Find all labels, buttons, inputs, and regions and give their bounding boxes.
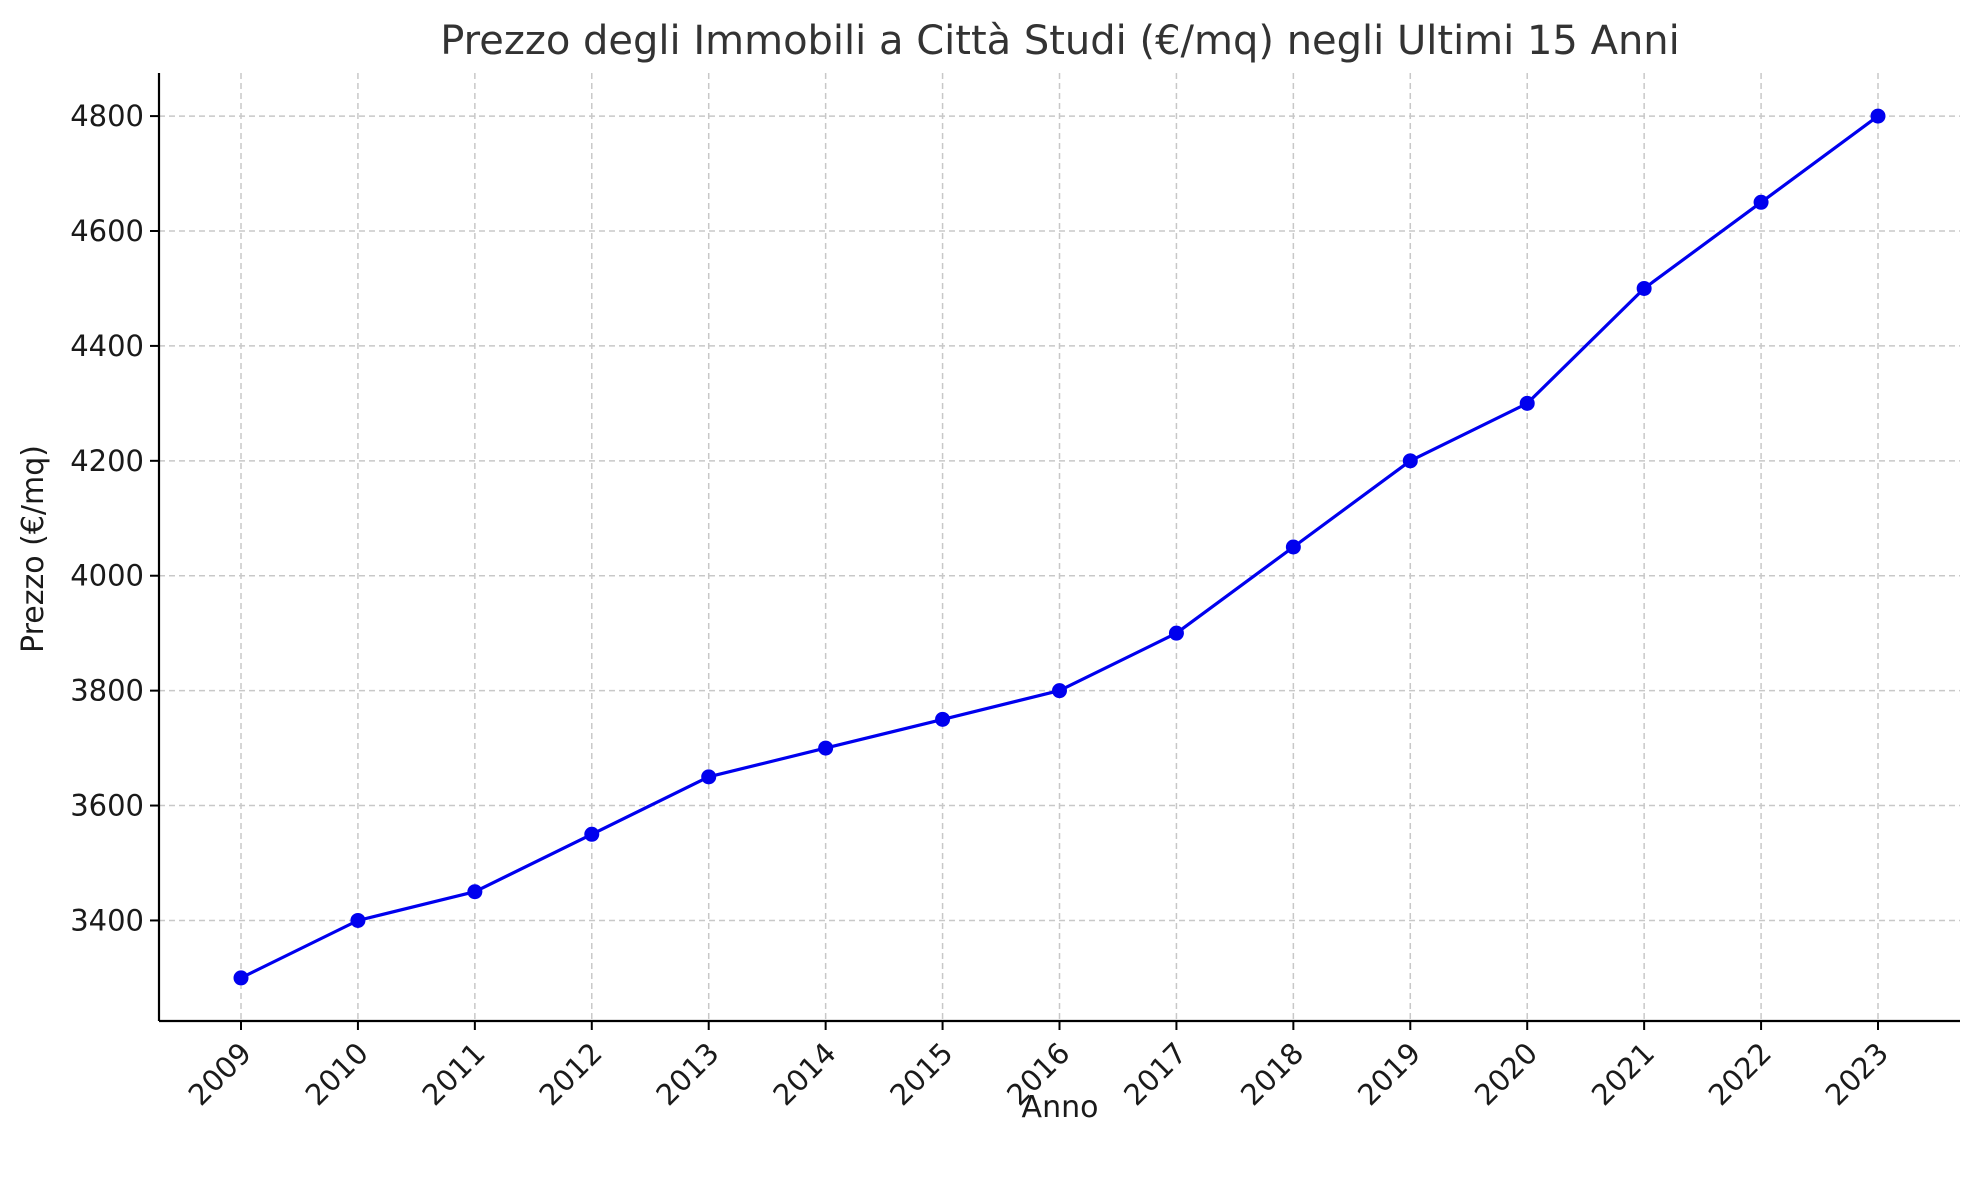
data-point-2019 [1402, 453, 1418, 469]
data-point-2016 [1052, 683, 1067, 699]
x-tick-label: 2023 [1819, 1036, 1895, 1112]
data-point-2009 [233, 970, 249, 986]
x-tick-label: 2009 [182, 1036, 258, 1112]
y-tick-label: 4200 [70, 444, 144, 478]
x-tick-label: 2018 [1234, 1036, 1310, 1112]
y-tick-label: 4800 [70, 99, 144, 133]
y-tick-label: 3800 [70, 674, 144, 708]
series-layer [233, 108, 1886, 986]
data-point-2010 [350, 912, 366, 928]
y-tick-label: 3400 [70, 903, 144, 937]
x-axis-label: Anno [1022, 1090, 1099, 1125]
x-tick-label: 2014 [766, 1036, 842, 1112]
y-tick-label: 3600 [70, 789, 144, 823]
x-tick-label: 2017 [1117, 1036, 1193, 1112]
x-tick-label: 2021 [1585, 1036, 1661, 1112]
data-point-2011 [467, 884, 483, 900]
data-point-2014 [818, 740, 834, 756]
y-axis-ticks: 3400 3600 3800 4000 4200 4400 4600 4800 [70, 99, 159, 937]
x-tick-label: 2022 [1702, 1036, 1778, 1112]
x-tick-label: 2019 [1351, 1036, 1427, 1112]
x-tick-label: 2011 [416, 1036, 492, 1112]
grid-lines [159, 73, 1960, 1021]
y-tick-label: 4000 [70, 559, 144, 593]
chart-title: Prezzo degli Immobili a Città Studi (€/m… [440, 18, 1680, 64]
data-point-2023 [1870, 108, 1886, 124]
y-tick-label: 4400 [70, 329, 144, 363]
x-tick-label: 2013 [649, 1036, 725, 1112]
data-point-2013 [701, 769, 717, 785]
data-point-2017 [1168, 625, 1184, 641]
x-tick-label: 2012 [533, 1036, 609, 1112]
data-point-2012 [584, 826, 600, 842]
x-tick-label: 2010 [299, 1036, 375, 1112]
x-tick-label: 2020 [1468, 1036, 1544, 1112]
data-point-2021 [1636, 280, 1652, 296]
x-tick-label: 2015 [883, 1036, 959, 1112]
data-point-2015 [935, 711, 951, 727]
data-point-2020 [1519, 395, 1535, 411]
data-point-2022 [1753, 194, 1769, 210]
data-point-2018 [1285, 539, 1301, 555]
y-axis-label: Prezzo (€/mq) [16, 445, 51, 653]
y-tick-label: 4600 [70, 214, 144, 248]
